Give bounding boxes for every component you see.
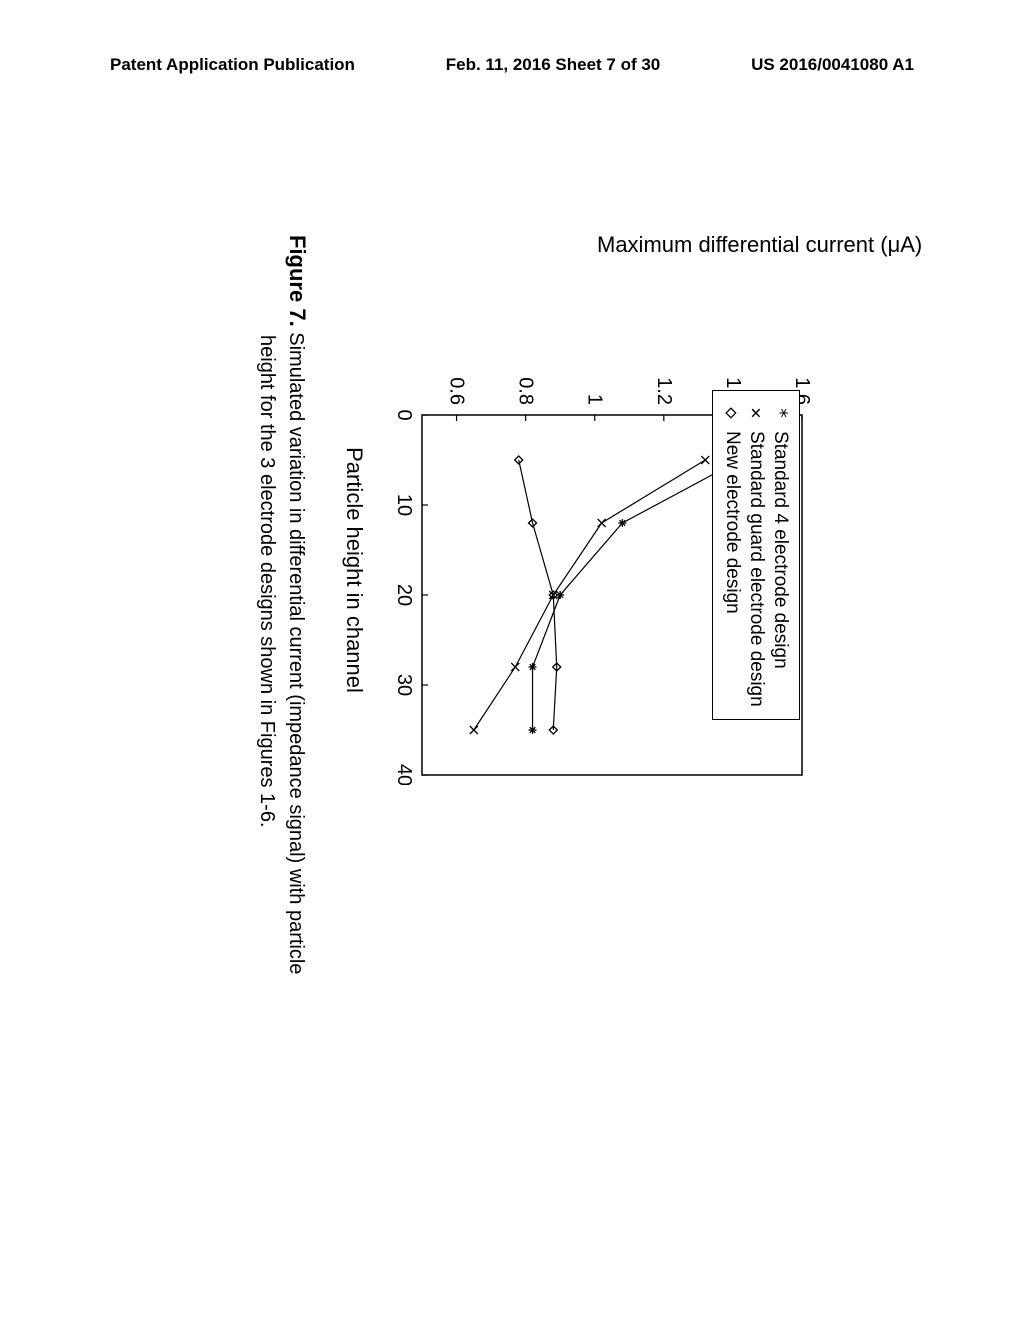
diamond-icon: ◇ [721,403,743,423]
header-left: Patent Application Publication [110,55,355,75]
legend-item: * Standard 4 electrode design [769,403,791,707]
svg-text:0: 0 [393,409,415,420]
svg-text:20: 20 [393,584,415,606]
svg-text:40: 40 [393,764,415,785]
asterisk-icon: * [769,403,791,423]
chart-legend: * Standard 4 electrode design × Standard… [712,390,800,720]
svg-text:0.6: 0.6 [446,377,468,405]
legend-label: Standard guard electrode design [745,431,767,707]
svg-text:30: 30 [393,674,415,696]
legend-label: New electrode design [721,431,743,614]
figure-label: Figure 7. [285,235,310,327]
page-header: Patent Application Publication Feb. 11, … [0,55,1024,75]
legend-label: Standard 4 electrode design [769,431,791,669]
svg-text:10: 10 [393,494,415,516]
caption-line1: Simulated variation in differential curr… [285,332,307,974]
svg-text:1: 1 [584,394,606,405]
svg-text:0.8: 0.8 [515,377,537,405]
figure-container: Maximum differential current (μA) Partic… [212,235,812,1085]
cross-icon: × [745,403,767,423]
caption-line2: height for the 3 electrode designs shown… [256,335,278,828]
legend-item: ◇ New electrode design [721,403,743,707]
header-center: Feb. 11, 2016 Sheet 7 of 30 [446,55,661,75]
header-right: US 2016/0041080 A1 [751,55,914,75]
x-axis-label: Particle height in channel [341,355,367,785]
y-axis-label: Maximum differential current (μA) [597,232,922,258]
legend-item: × Standard guard electrode design [745,403,767,707]
figure-caption: Figure 7. Simulated variation in differe… [253,235,312,1035]
svg-text:1.2: 1.2 [653,377,675,405]
